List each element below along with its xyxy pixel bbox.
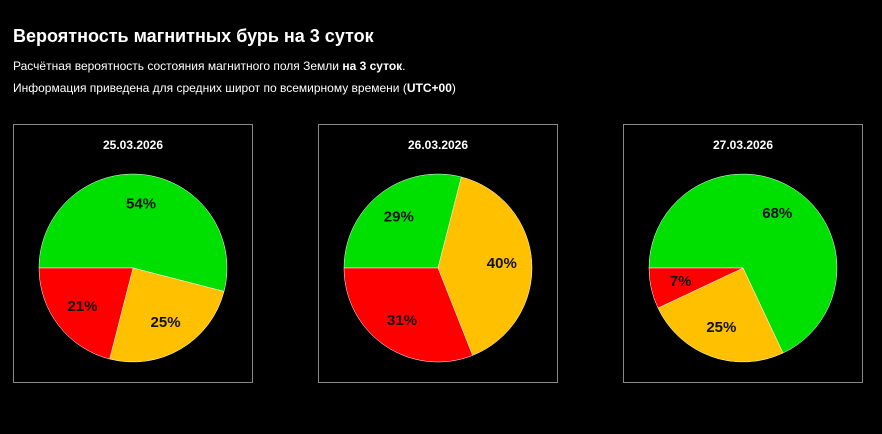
pie-slice	[38, 173, 228, 292]
pie-slice	[648, 173, 838, 354]
chart-frame	[13, 124, 253, 383]
pie-slice	[109, 267, 225, 363]
value-label: 31%	[387, 312, 417, 329]
pie-slice	[343, 267, 473, 363]
chart-title: 27.03.2026	[713, 138, 773, 152]
chart-title: 26.03.2026	[408, 138, 468, 152]
pie-slice	[437, 176, 533, 356]
description-text: Информация приведена для средних широт п…	[13, 81, 407, 95]
value-label: 25%	[151, 314, 181, 331]
pie-slice	[343, 173, 462, 269]
description-text: Расчётная вероятность состояния магнитно…	[13, 59, 342, 73]
value-label: 25%	[706, 319, 736, 336]
description: Информация приведена для средних широт п…	[13, 81, 456, 95]
chart-frame	[623, 124, 863, 383]
value-label: 7%	[670, 273, 692, 290]
pie-slice	[38, 267, 134, 360]
value-label: 68%	[762, 205, 792, 222]
description-bold: UTC+00	[407, 81, 452, 95]
page-title: Вероятность магнитных бурь на 3 суток	[13, 26, 375, 46]
description-text: .	[402, 59, 405, 73]
chart-title: 25.03.2026	[103, 138, 163, 152]
description-text: )	[452, 81, 456, 95]
value-label: 21%	[67, 298, 97, 315]
chart-frame	[318, 124, 558, 383]
pie-slice	[648, 267, 744, 309]
description: Расчётная вероятность состояния магнитно…	[13, 59, 406, 73]
value-label: 54%	[126, 196, 156, 213]
pie-slice	[657, 267, 784, 363]
description-bold: на 3 суток	[342, 59, 403, 73]
value-label: 29%	[384, 208, 414, 225]
value-label: 40%	[487, 255, 517, 272]
